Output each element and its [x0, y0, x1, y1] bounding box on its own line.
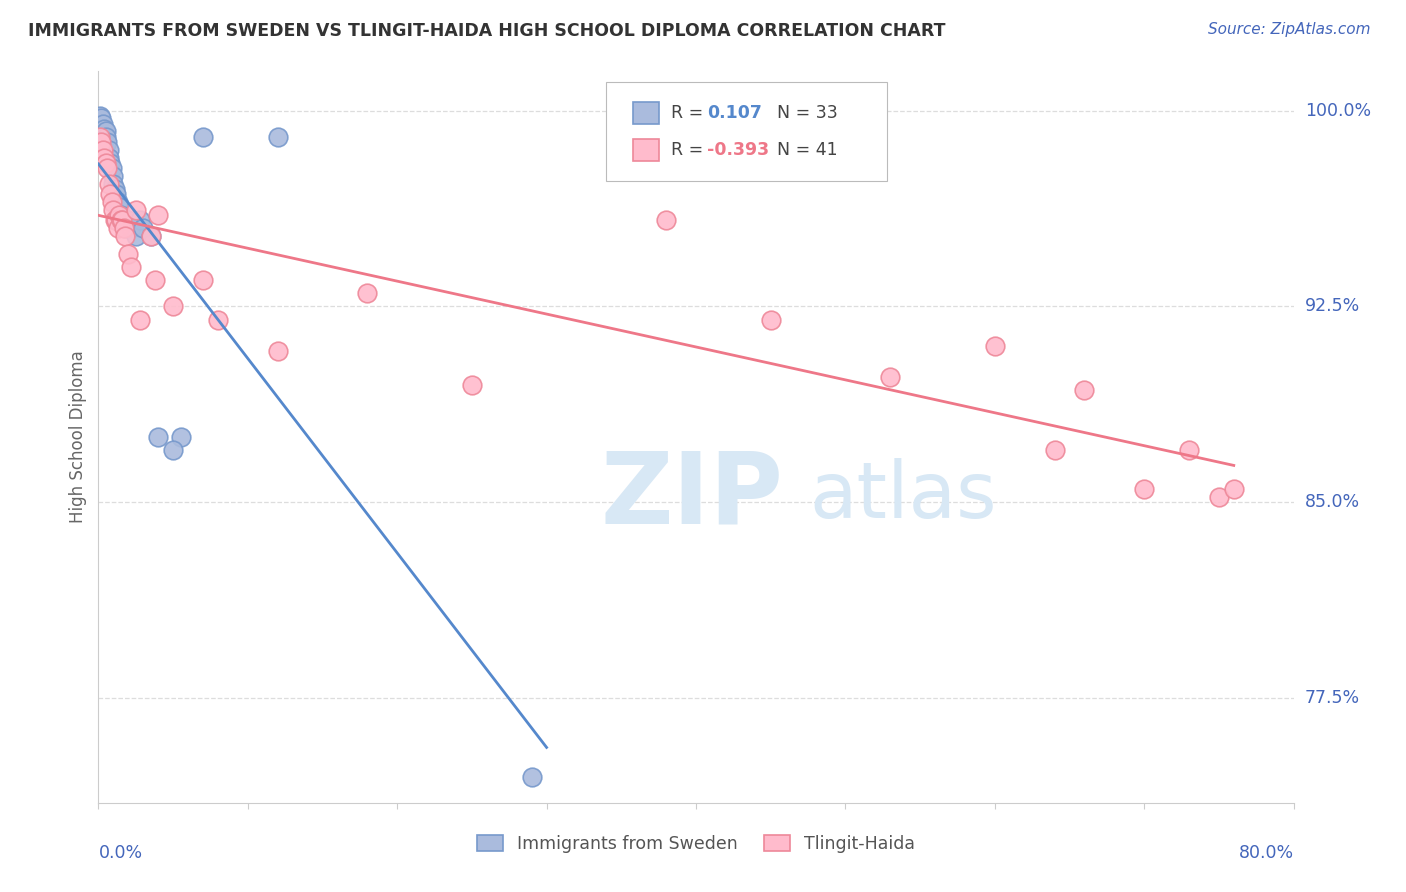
Point	[96, 135, 118, 149]
Point	[129, 213, 152, 227]
Point	[655, 213, 678, 227]
Point	[879, 370, 901, 384]
Point	[107, 221, 129, 235]
Point	[1133, 483, 1156, 497]
Text: ZIP: ZIP	[600, 447, 783, 544]
Point	[97, 177, 120, 191]
Point	[1178, 443, 1201, 458]
Point	[93, 121, 115, 136]
Text: 77.5%: 77.5%	[1305, 690, 1360, 707]
Point	[107, 194, 129, 209]
Point	[1223, 483, 1246, 497]
Text: 0.0%: 0.0%	[98, 845, 142, 863]
Point	[169, 430, 191, 444]
Point	[112, 213, 135, 227]
Point	[125, 229, 148, 244]
Text: N = 33: N = 33	[766, 104, 838, 122]
Point	[1073, 383, 1095, 397]
Point	[984, 339, 1007, 353]
Point	[139, 229, 162, 244]
Point	[93, 151, 115, 165]
Point	[108, 208, 131, 222]
Text: 85.0%: 85.0%	[1305, 493, 1360, 511]
Point	[356, 286, 378, 301]
Text: 100.0%: 100.0%	[1305, 102, 1371, 120]
Point	[267, 343, 290, 358]
Text: Source: ZipAtlas.com: Source: ZipAtlas.com	[1208, 22, 1371, 37]
Point	[267, 129, 290, 144]
Bar	[633, 102, 659, 124]
Text: atlas: atlas	[810, 458, 997, 533]
Point	[89, 129, 111, 144]
Point	[89, 109, 111, 123]
Text: 92.5%: 92.5%	[1305, 297, 1360, 316]
Point	[117, 213, 139, 227]
Point	[520, 770, 543, 784]
Point	[191, 129, 214, 144]
Text: R =: R =	[671, 104, 709, 122]
Point	[91, 117, 114, 131]
FancyBboxPatch shape	[606, 82, 887, 181]
Point	[207, 312, 229, 326]
Point	[96, 161, 118, 175]
Point	[103, 177, 125, 191]
Point	[103, 169, 125, 183]
Point	[139, 229, 162, 244]
Point	[1043, 443, 1066, 458]
Point	[90, 112, 112, 126]
Point	[114, 229, 136, 244]
Point	[1208, 490, 1230, 504]
Point	[112, 221, 135, 235]
Point	[132, 221, 155, 235]
Point	[129, 312, 152, 326]
Legend: Immigrants from Sweden, Tlingit-Haida: Immigrants from Sweden, Tlingit-Haida	[470, 828, 922, 860]
Point	[94, 124, 117, 138]
Point	[143, 273, 166, 287]
Point	[117, 247, 139, 261]
Point	[97, 151, 120, 165]
Text: R =: R =	[671, 141, 709, 159]
Point	[94, 129, 117, 144]
Text: -0.393: -0.393	[707, 141, 769, 159]
Point	[114, 221, 136, 235]
Y-axis label: High School Diploma: High School Diploma	[69, 351, 87, 524]
Point	[101, 161, 124, 175]
Point	[162, 443, 184, 458]
Point	[104, 213, 127, 227]
Text: N = 41: N = 41	[766, 141, 838, 159]
Point	[101, 194, 124, 209]
Point	[105, 213, 128, 227]
Point	[148, 430, 170, 444]
Point	[91, 143, 114, 157]
Text: IMMIGRANTS FROM SWEDEN VS TLINGIT-HAIDA HIGH SCHOOL DIPLOMA CORRELATION CHART: IMMIGRANTS FROM SWEDEN VS TLINGIT-HAIDA …	[28, 22, 946, 40]
Point	[90, 135, 112, 149]
Point	[97, 143, 120, 157]
Point	[111, 213, 134, 227]
Point	[110, 213, 132, 227]
Point	[108, 200, 131, 214]
Point	[191, 273, 214, 287]
Point	[110, 208, 132, 222]
Point	[98, 187, 122, 202]
Point	[120, 260, 142, 275]
Point	[148, 208, 170, 222]
Point	[103, 202, 125, 217]
Point	[105, 187, 128, 202]
Point	[120, 221, 142, 235]
Point	[98, 155, 122, 169]
Point	[125, 202, 148, 217]
Point	[94, 155, 117, 169]
Point	[104, 182, 127, 196]
Text: 0.107: 0.107	[707, 104, 762, 122]
Bar	[633, 138, 659, 161]
Point	[111, 213, 134, 227]
Text: 80.0%: 80.0%	[1239, 845, 1294, 863]
Point	[162, 300, 184, 314]
Point	[759, 312, 782, 326]
Point	[461, 377, 484, 392]
